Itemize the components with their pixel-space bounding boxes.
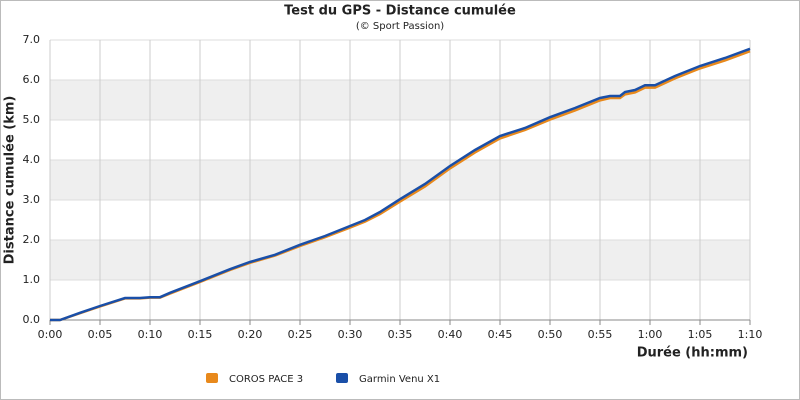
x-tick-label: 1:05 bbox=[688, 328, 713, 341]
x-tick-label: 0:45 bbox=[488, 328, 513, 341]
y-tick-label: 4.0 bbox=[23, 153, 41, 166]
x-tick-label: 0:10 bbox=[138, 328, 163, 341]
legend-swatch bbox=[206, 373, 218, 383]
legend-swatch bbox=[336, 373, 348, 383]
chart-subtitle: (© Sport Passion) bbox=[356, 21, 444, 32]
y-tick-label: 0.0 bbox=[23, 313, 41, 326]
chart-title: Test du GPS - Distance cumulée bbox=[284, 4, 516, 19]
x-tick-label: 0:30 bbox=[338, 328, 363, 341]
x-tick-label: 0:40 bbox=[438, 328, 463, 341]
x-tick-label: 1:10 bbox=[738, 328, 763, 341]
x-tick-label: 0:35 bbox=[388, 328, 413, 341]
y-tick-label: 5.0 bbox=[23, 113, 41, 126]
x-tick-label: 0:25 bbox=[288, 328, 313, 341]
legend-label: COROS PACE 3 bbox=[229, 374, 303, 385]
x-tick-label: 0:50 bbox=[538, 328, 563, 341]
y-tick-label: 6.0 bbox=[23, 73, 41, 86]
y-tick-label: 1.0 bbox=[23, 273, 41, 286]
y-tick-label: 2.0 bbox=[23, 233, 41, 246]
x-tick-label: 0:05 bbox=[88, 328, 113, 341]
x-tick-label: 1:00 bbox=[638, 328, 663, 341]
x-tick-label: 0:55 bbox=[588, 328, 613, 341]
x-axis-label: Durée (hh:mm) bbox=[637, 346, 748, 361]
y-tick-label: 3.0 bbox=[23, 193, 41, 206]
series-line bbox=[50, 47, 751, 322]
x-tick-label: 0:15 bbox=[188, 328, 213, 341]
x-tick-label: 0:00 bbox=[38, 328, 63, 341]
legend-label: Garmin Venu X1 bbox=[359, 374, 440, 385]
y-tick-label: 7.0 bbox=[23, 33, 41, 46]
y-axis-label: Distance cumulée (km) bbox=[3, 96, 18, 265]
x-tick-label: 0:20 bbox=[238, 328, 263, 341]
